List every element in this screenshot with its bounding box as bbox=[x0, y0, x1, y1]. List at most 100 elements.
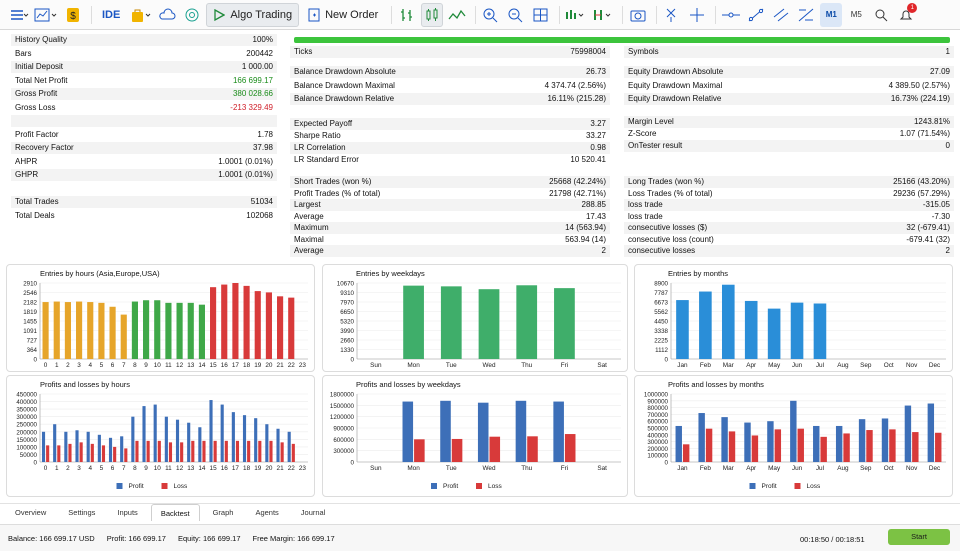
cursor-icon[interactable] bbox=[661, 3, 683, 27]
profit-bar bbox=[721, 417, 728, 462]
x-tick-label: Mon bbox=[407, 362, 420, 369]
indicators-icon[interactable] bbox=[564, 3, 588, 27]
cloud-icon[interactable] bbox=[156, 3, 178, 27]
bar bbox=[98, 302, 105, 359]
x-tick-label: 12 bbox=[176, 362, 184, 369]
x-tick-label: 12 bbox=[176, 465, 184, 472]
loss-bar bbox=[113, 446, 117, 462]
line-mode-icon[interactable] bbox=[446, 3, 468, 27]
tab-backtest[interactable]: Backtest bbox=[150, 504, 200, 521]
report-value: 17.43 bbox=[585, 211, 606, 221]
x-tick-label: 5 bbox=[100, 465, 104, 472]
candles-mode-icon[interactable] bbox=[421, 2, 444, 27]
x-tick-label: 1 bbox=[55, 465, 59, 472]
screenshot-icon[interactable] bbox=[627, 3, 649, 27]
tab-journal[interactable]: Journal bbox=[300, 508, 326, 517]
timeframe-m5[interactable]: M5 bbox=[850, 10, 862, 19]
tab-inputs[interactable]: Inputs bbox=[117, 508, 138, 517]
loss-bar bbox=[751, 435, 759, 462]
zoom-in-icon[interactable] bbox=[480, 3, 502, 27]
report-row: OnTester result 0 bbox=[624, 140, 954, 152]
loss-bar bbox=[912, 432, 919, 462]
x-tick-label: 20 bbox=[265, 465, 273, 472]
y-tick-label: 0 bbox=[34, 357, 38, 364]
x-tick-label: 6 bbox=[111, 465, 115, 472]
report-value: 288.85 bbox=[581, 200, 606, 209]
trendline-icon[interactable] bbox=[745, 3, 767, 27]
x-tick-label: Sep bbox=[860, 465, 872, 472]
bag-icon[interactable] bbox=[129, 3, 153, 27]
tile-windows-icon[interactable] bbox=[530, 3, 552, 27]
report-value: 3.27 bbox=[590, 119, 606, 128]
y-tick-label: 300000 bbox=[333, 448, 354, 455]
start-button[interactable]: Start bbox=[888, 529, 950, 545]
bar bbox=[120, 314, 127, 359]
tab-overview[interactable]: Overview bbox=[15, 508, 47, 517]
x-tick-label: Apr bbox=[746, 465, 757, 472]
svg-text:$: $ bbox=[70, 11, 76, 22]
y-tick-label: 300000 bbox=[647, 439, 668, 446]
report-label: Total Trades bbox=[15, 197, 59, 206]
crosshair-icon[interactable] bbox=[686, 3, 708, 27]
profit-bar bbox=[790, 400, 797, 462]
timeframe-m1[interactable]: M1 bbox=[820, 2, 843, 27]
y-tick-label: 150000 bbox=[16, 437, 37, 444]
y-tick-label: 2182 bbox=[23, 300, 37, 307]
report-row: Recovery Factor 37.98 bbox=[11, 142, 277, 154]
profit-bar bbox=[927, 403, 935, 462]
bar bbox=[288, 297, 295, 359]
loss-bar bbox=[414, 439, 425, 462]
x-tick-label: Dec bbox=[929, 362, 941, 369]
report-label: Bars bbox=[15, 48, 32, 58]
y-tick-label: 1112 bbox=[655, 347, 668, 354]
ide-button[interactable]: IDE bbox=[102, 8, 121, 21]
x-tick-label: 17 bbox=[232, 465, 240, 472]
report-value: 25166 (43.20%) bbox=[893, 177, 950, 186]
report-value: -679.41 (32) bbox=[906, 234, 950, 244]
algo-trading-button[interactable]: Algo Trading bbox=[206, 2, 300, 27]
report-value: -315.05 bbox=[922, 200, 950, 209]
chart-svg: 1000000900000800000700000600000500000400… bbox=[644, 392, 946, 490]
legend-swatch-loss bbox=[794, 483, 801, 489]
menu-icon[interactable] bbox=[8, 3, 30, 27]
loss-bar bbox=[191, 440, 195, 462]
report-label: consecutive loss (count) bbox=[628, 234, 714, 244]
y-tick-label: 400000 bbox=[647, 432, 668, 439]
loss-bar bbox=[774, 429, 782, 462]
x-tick-label: Tue bbox=[446, 465, 457, 472]
report-value: 29236 (57.29%) bbox=[893, 188, 950, 198]
notifications-icon[interactable]: 1 bbox=[895, 2, 918, 27]
x-tick-label: Jul bbox=[816, 362, 824, 369]
y-tick-label: 8900 bbox=[654, 281, 668, 288]
y-tick-label: 1455 bbox=[23, 319, 37, 326]
profit-bar bbox=[64, 431, 68, 462]
bar bbox=[516, 285, 538, 359]
fibonacci-icon[interactable] bbox=[795, 3, 817, 27]
x-tick-label: Jul bbox=[816, 465, 824, 472]
x-tick-label: 13 bbox=[187, 362, 195, 369]
loss-bar bbox=[866, 430, 873, 462]
report-value: 33.27 bbox=[585, 131, 606, 140]
new-order-button[interactable]: New Order bbox=[302, 3, 384, 27]
x-tick-label: Fri bbox=[561, 465, 568, 472]
tab-settings[interactable]: Settings bbox=[68, 508, 96, 517]
bar bbox=[554, 288, 575, 359]
tab-graph[interactable]: Graph bbox=[212, 508, 234, 517]
x-tick-label: Jun bbox=[792, 362, 803, 369]
report-row: Gross Loss -213 329.49 bbox=[11, 102, 277, 114]
horizontal-line-icon[interactable] bbox=[720, 3, 742, 27]
chart-icon[interactable] bbox=[33, 3, 59, 27]
tab-agents[interactable]: Agents bbox=[255, 508, 279, 517]
signals-icon[interactable] bbox=[181, 3, 203, 27]
channel-icon[interactable] bbox=[770, 3, 792, 27]
objects-icon[interactable] bbox=[591, 3, 615, 27]
search-icon[interactable] bbox=[870, 3, 892, 27]
x-tick-label: 0 bbox=[44, 465, 48, 472]
toolbar: $ IDE Algo Trading New Order M1 M5 1 bbox=[0, 0, 960, 30]
report-label: Largest bbox=[294, 200, 321, 209]
report-row: Profit Factor 1.78 bbox=[11, 129, 277, 141]
report-row: consecutive losses 2 bbox=[624, 245, 954, 257]
dollar-icon[interactable]: $ bbox=[62, 3, 84, 27]
bar-chart-mode-icon[interactable] bbox=[396, 3, 418, 27]
zoom-out-icon[interactable] bbox=[505, 3, 527, 27]
